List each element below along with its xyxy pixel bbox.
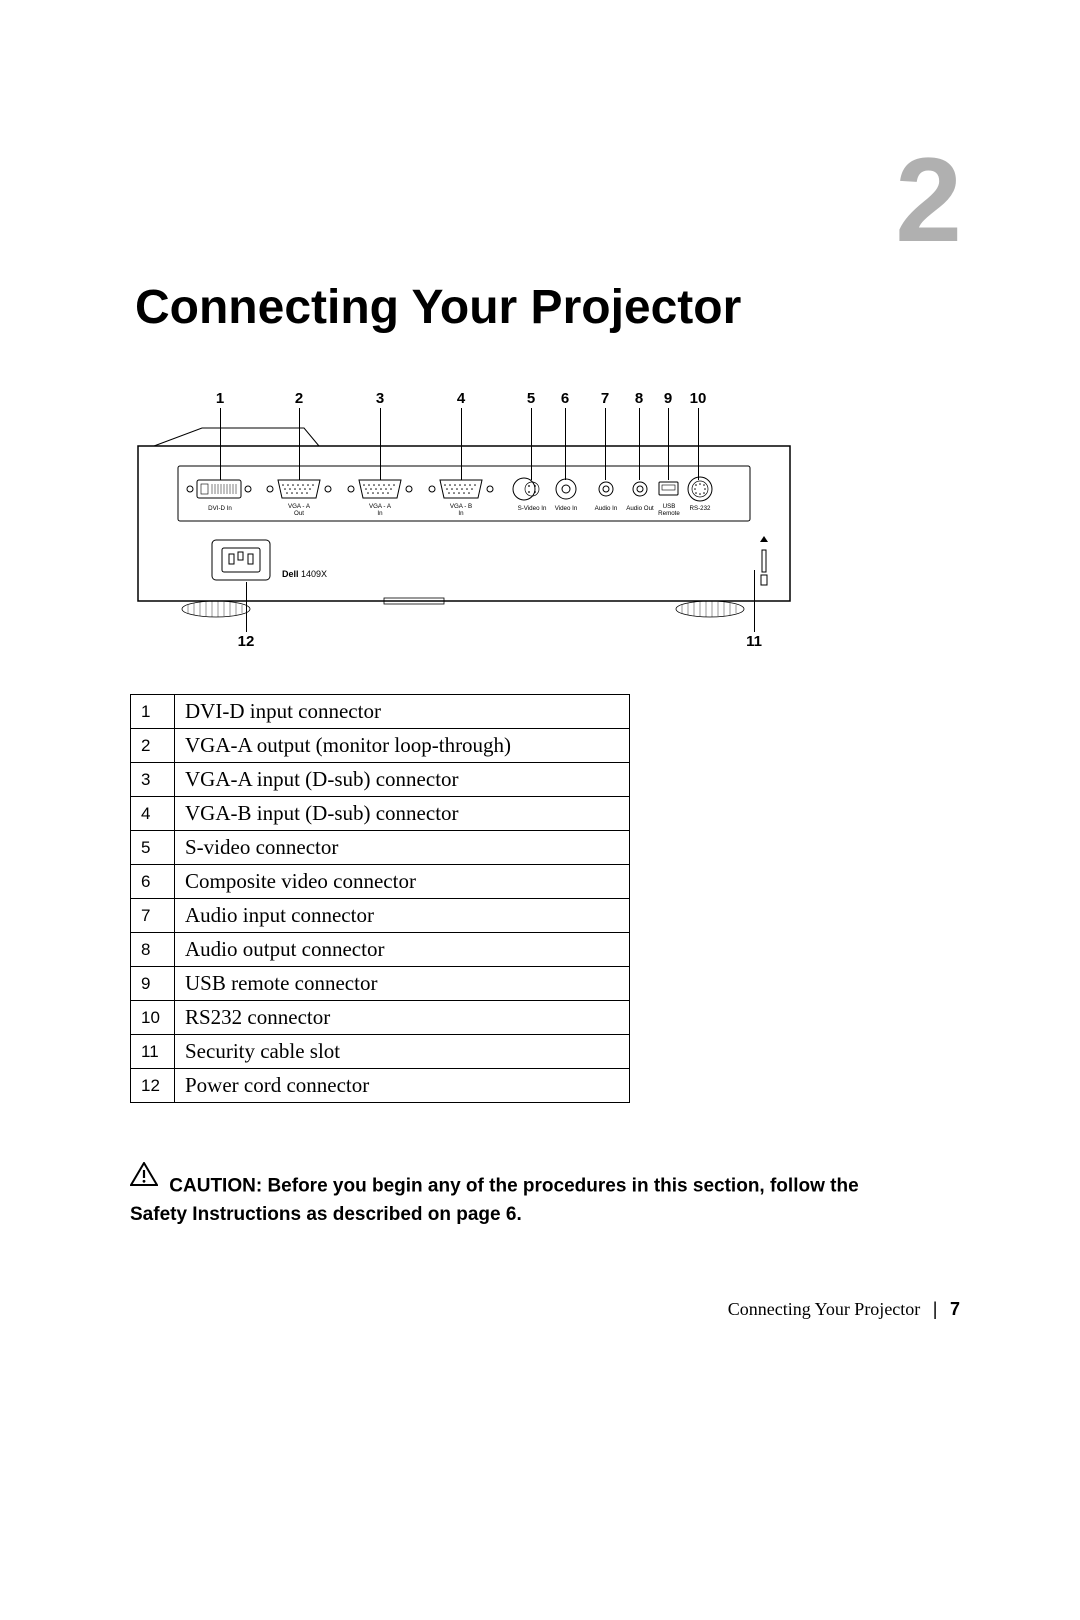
port-label: In (377, 510, 383, 517)
table-row: 6Composite video connector (131, 865, 630, 899)
connector-description: RS232 connector (175, 1001, 630, 1035)
callout-number: 11 (746, 633, 762, 650)
connector-number: 10 (131, 1001, 175, 1035)
callout-number: 3 (376, 390, 384, 407)
footer-separator: | (933, 1299, 938, 1319)
table-row: 9USB remote connector (131, 967, 630, 1001)
callout-number: 7 (601, 390, 609, 407)
table-row: 8Audio output connector (131, 933, 630, 967)
table-row: 2VGA-A output (monitor loop-through) (131, 729, 630, 763)
connector-description: Audio input connector (175, 899, 630, 933)
page-footer: Connecting Your Projector | 7 (728, 1299, 960, 1320)
table-row: 12Power cord connector (131, 1069, 630, 1103)
port-label: In (458, 510, 464, 517)
page-title: Connecting Your Projector (135, 280, 741, 335)
callout-number: 2 (295, 390, 303, 407)
connector-description: VGA-A output (monitor loop-through) (175, 729, 630, 763)
table-row: 11Security cable slot (131, 1035, 630, 1069)
connector-description: S-video connector (175, 831, 630, 865)
connector-description: Audio output connector (175, 933, 630, 967)
port-label: VGA - A (369, 503, 392, 510)
table-row: 3VGA-A input (D-sub) connector (131, 763, 630, 797)
caution-label: CAUTION: (169, 1176, 262, 1197)
connector-description: Security cable slot (175, 1035, 630, 1069)
connector-number: 5 (131, 831, 175, 865)
chapter-number: 2 (895, 140, 962, 260)
port-label: RS-232 (690, 505, 712, 512)
footer-section: Connecting Your Projector (728, 1299, 921, 1319)
callout-number: 9 (664, 390, 672, 407)
connector-number: 3 (131, 763, 175, 797)
projector-diagram: 12345678910 (134, 390, 794, 650)
table-row: 1DVI-D input connector (131, 695, 630, 729)
callout-leader (246, 582, 247, 632)
connector-description: Power cord connector (175, 1069, 630, 1103)
connector-number: 9 (131, 967, 175, 1001)
port-label: USB (663, 503, 676, 510)
projector-rear-panel-illustration: DVI-D In VGA - A Out VGA - A In VGA - B … (134, 420, 794, 630)
port-label: VGA - B (450, 503, 472, 510)
callout-number: 10 (690, 390, 707, 407)
connector-description: VGA-B input (D-sub) connector (175, 797, 630, 831)
table-row: 7Audio input connector (131, 899, 630, 933)
model-brand: Dell (282, 569, 299, 579)
table-row: 10RS232 connector (131, 1001, 630, 1035)
callout-number: 8 (635, 390, 643, 407)
connector-number: 4 (131, 797, 175, 831)
port-label: DVI-D In (208, 505, 232, 512)
connector-number: 8 (131, 933, 175, 967)
caution-icon (130, 1162, 158, 1197)
port-label: Video In (555, 505, 578, 512)
port-label: Audio Out (626, 505, 654, 512)
callout-number: 12 (238, 633, 255, 650)
port-label: Out (294, 510, 304, 517)
model-number: 1409X (301, 569, 327, 579)
connector-number: 6 (131, 865, 175, 899)
connector-description: Composite video connector (175, 865, 630, 899)
callout-number: 5 (527, 390, 535, 407)
caution-notice: CAUTION: Before you begin any of the pro… (130, 1162, 890, 1230)
port-label: Audio In (595, 505, 618, 512)
connector-number: 12 (131, 1069, 175, 1103)
connector-number: 11 (131, 1035, 175, 1069)
connector-number: 2 (131, 729, 175, 763)
connector-description: VGA-A input (D-sub) connector (175, 763, 630, 797)
callout-number: 4 (457, 390, 465, 407)
svg-text:Dell 1409X: Dell 1409X (282, 569, 327, 579)
table-row: 5S-video connector (131, 831, 630, 865)
callout-number: 6 (561, 390, 569, 407)
connector-description: USB remote connector (175, 967, 630, 1001)
table-row: 4VGA-B input (D-sub) connector (131, 797, 630, 831)
footer-page-number: 7 (950, 1299, 960, 1319)
port-label: VGA - A (288, 503, 311, 510)
port-label: Remote (658, 510, 680, 517)
port-label: S-Video In (518, 505, 547, 512)
callout-number: 1 (216, 390, 224, 407)
connector-table: 1DVI-D input connector2VGA-A output (mon… (130, 694, 630, 1103)
connector-number: 1 (131, 695, 175, 729)
callout-leader (754, 570, 755, 632)
connector-number: 7 (131, 899, 175, 933)
connector-description: DVI-D input connector (175, 695, 630, 729)
